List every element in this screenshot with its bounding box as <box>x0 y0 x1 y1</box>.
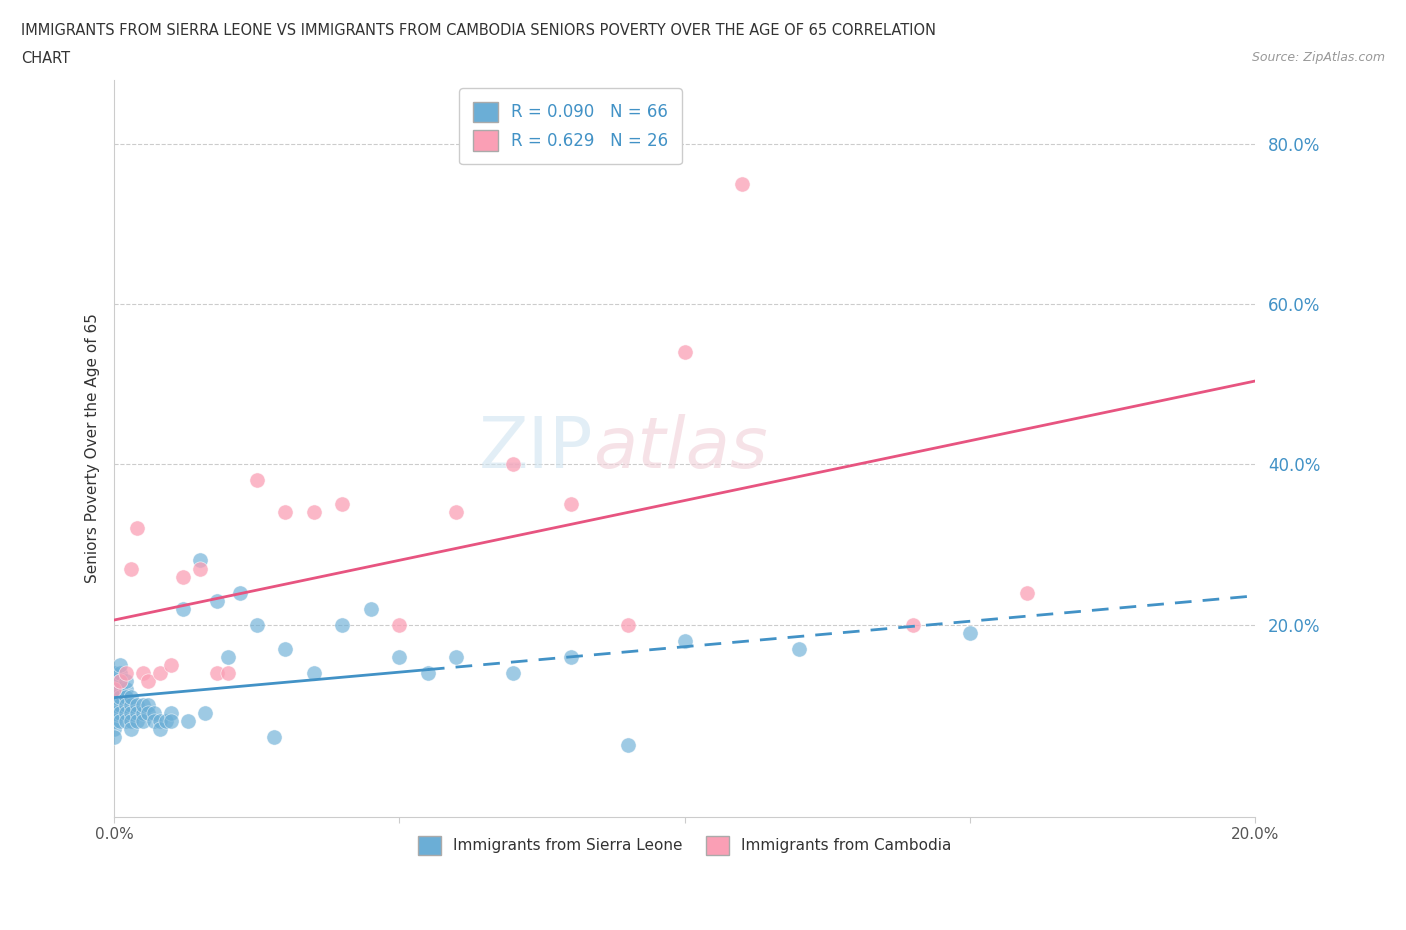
Point <box>120 713 142 728</box>
Text: atlas: atlas <box>593 414 768 483</box>
Point <box>138 705 160 720</box>
Point <box>108 713 131 728</box>
Point <box>217 665 239 680</box>
Point <box>132 698 155 712</box>
Point <box>103 673 125 688</box>
Y-axis label: Seniors Poverty Over the Age of 65: Seniors Poverty Over the Age of 65 <box>86 313 100 583</box>
Point <box>114 698 136 712</box>
Point <box>205 665 228 680</box>
Point <box>246 473 269 488</box>
Point <box>360 601 382 616</box>
Point <box>149 721 172 736</box>
Point <box>149 665 172 680</box>
Point <box>901 618 924 632</box>
Point <box>108 705 131 720</box>
Point <box>274 505 297 520</box>
Point <box>388 649 411 664</box>
Text: CHART: CHART <box>21 51 70 66</box>
Point <box>103 705 125 720</box>
Point <box>120 705 142 720</box>
Point <box>103 689 125 704</box>
Point <box>103 665 125 680</box>
Point <box>560 497 582 512</box>
Point <box>103 681 125 696</box>
Point <box>108 689 131 704</box>
Point <box>330 618 353 632</box>
Point <box>160 705 183 720</box>
Point <box>132 713 155 728</box>
Point <box>125 713 148 728</box>
Point <box>787 641 810 656</box>
Point <box>120 698 142 712</box>
Point <box>616 737 638 752</box>
Point <box>205 593 228 608</box>
Point <box>673 345 696 360</box>
Point <box>160 713 183 728</box>
Point <box>228 585 250 600</box>
Point <box>959 625 981 640</box>
Point <box>172 569 194 584</box>
Text: IMMIGRANTS FROM SIERRA LEONE VS IMMIGRANTS FROM CAMBODIA SENIORS POVERTY OVER TH: IMMIGRANTS FROM SIERRA LEONE VS IMMIGRAN… <box>21 23 936 38</box>
Point <box>114 713 136 728</box>
Point <box>673 633 696 648</box>
Point <box>246 618 269 632</box>
Point <box>114 673 136 688</box>
Point <box>125 521 148 536</box>
Point <box>1015 585 1038 600</box>
Point <box>132 705 155 720</box>
Point <box>446 505 468 520</box>
Point <box>103 729 125 744</box>
Point <box>502 665 524 680</box>
Point <box>138 673 160 688</box>
Point <box>446 649 468 664</box>
Point <box>302 665 325 680</box>
Point <box>103 698 125 712</box>
Point <box>108 681 131 696</box>
Point <box>120 689 142 704</box>
Point <box>108 698 131 712</box>
Point <box>108 665 131 680</box>
Point <box>103 681 125 696</box>
Point <box>103 713 125 728</box>
Point <box>155 713 177 728</box>
Point <box>125 705 148 720</box>
Point <box>274 641 297 656</box>
Point <box>103 721 125 736</box>
Point <box>388 618 411 632</box>
Point <box>560 649 582 664</box>
Point <box>103 681 125 696</box>
Point <box>172 601 194 616</box>
Text: ZIP: ZIP <box>479 414 593 483</box>
Point <box>177 713 200 728</box>
Point <box>194 705 217 720</box>
Point <box>120 721 142 736</box>
Point <box>114 681 136 696</box>
Point <box>730 177 752 192</box>
Point <box>149 713 172 728</box>
Point <box>143 705 166 720</box>
Point <box>114 689 136 704</box>
Point <box>302 505 325 520</box>
Point <box>132 665 155 680</box>
Point <box>263 729 285 744</box>
Text: Source: ZipAtlas.com: Source: ZipAtlas.com <box>1251 51 1385 64</box>
Point <box>120 561 142 576</box>
Point <box>108 673 131 688</box>
Point <box>138 698 160 712</box>
Point <box>160 658 183 672</box>
Point <box>143 713 166 728</box>
Point <box>330 497 353 512</box>
Point <box>108 673 131 688</box>
Point <box>188 561 211 576</box>
Point <box>188 553 211 568</box>
Legend: Immigrants from Sierra Leone, Immigrants from Cambodia: Immigrants from Sierra Leone, Immigrants… <box>412 830 957 860</box>
Point <box>125 698 148 712</box>
Point <box>114 705 136 720</box>
Point <box>416 665 439 680</box>
Point <box>108 658 131 672</box>
Point <box>114 665 136 680</box>
Point <box>502 457 524 472</box>
Point <box>616 618 638 632</box>
Point <box>217 649 239 664</box>
